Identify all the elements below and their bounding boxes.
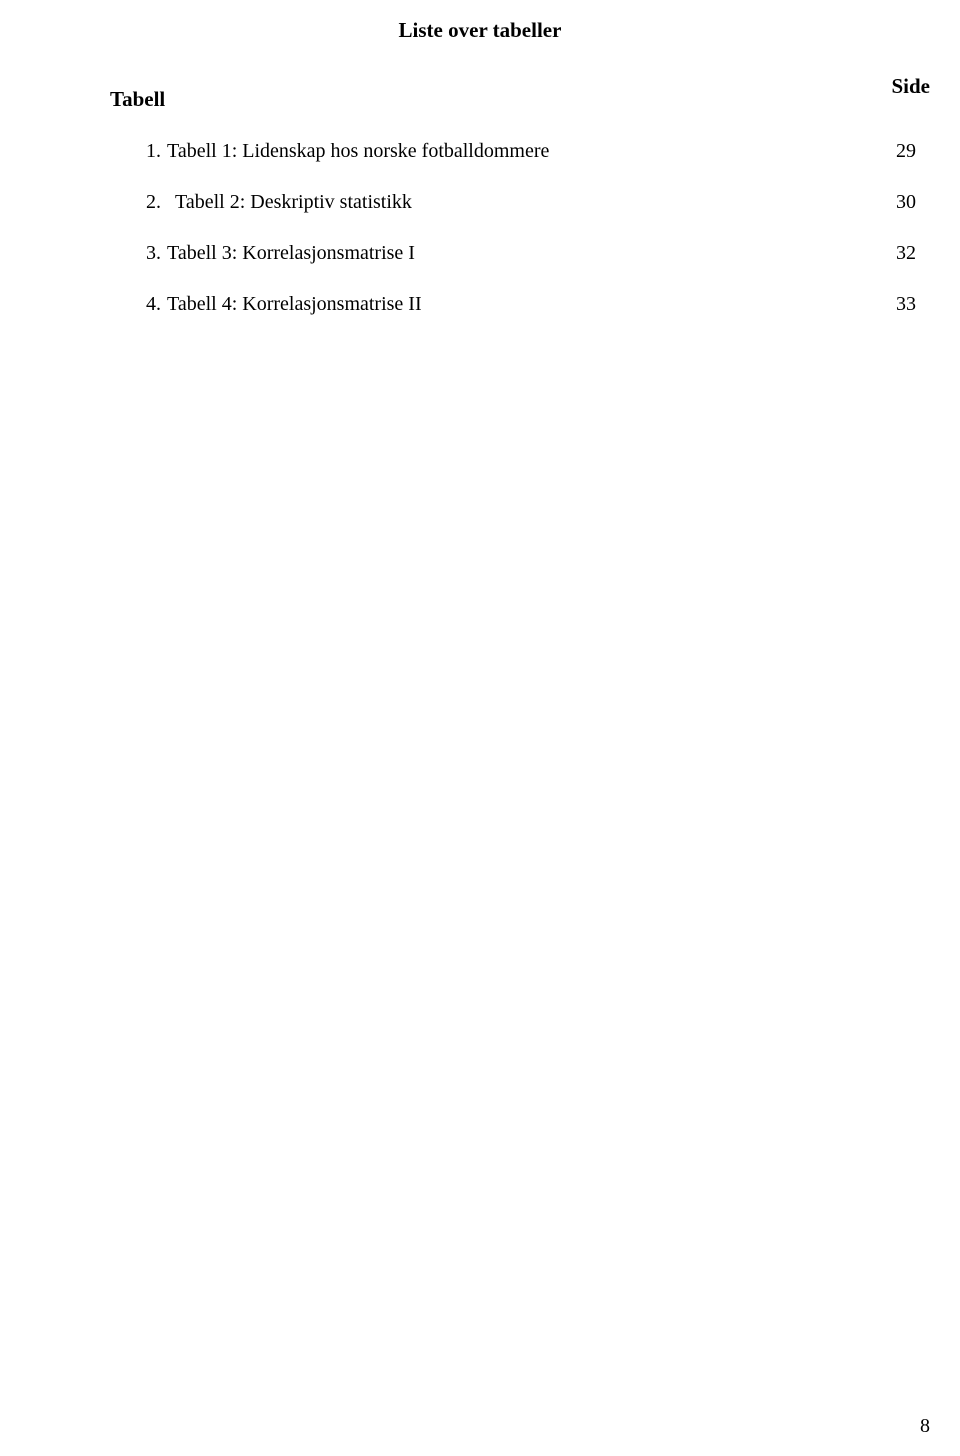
toc-entry-number: 1. [146, 140, 161, 163]
toc-entry: 2. Tabell 2: Deskriptiv statistikk 30 [110, 191, 920, 214]
toc-entry-number: 2. [146, 191, 161, 214]
toc-entry-left: 4. Tabell 4: Korrelasjonsmatrise II [146, 293, 422, 316]
toc-entry: 4. Tabell 4: Korrelasjonsmatrise II 33 [110, 293, 920, 316]
toc-entry-left: 1. Tabell 1: Lidenskap hos norske fotbal… [146, 140, 549, 163]
toc-entry-text: Tabell 3: Korrelasjonsmatrise I [167, 242, 415, 265]
page-title: Liste over tabeller [40, 18, 920, 43]
side-column-header: Side [891, 74, 930, 99]
toc-entry: 3. Tabell 3: Korrelasjonsmatrise I 32 [110, 242, 920, 265]
toc-entry: 1. Tabell 1: Lidenskap hos norske fotbal… [110, 140, 920, 163]
toc-entry-text: Tabell 4: Korrelasjonsmatrise II [167, 293, 422, 316]
toc-entry-page: 29 [896, 140, 916, 163]
toc-entry-page: 32 [896, 242, 916, 265]
page-container: Liste over tabeller Side Tabell 1. Tabel… [0, 0, 960, 1456]
toc-entry-text: Tabell 2: Deskriptiv statistikk [175, 191, 412, 214]
tabell-column-header: Tabell [110, 87, 920, 112]
toc-entry-number: 4. [146, 293, 161, 316]
toc-entry-page: 30 [896, 191, 916, 214]
toc-entry-left: 2. Tabell 2: Deskriptiv statistikk [146, 191, 412, 214]
toc-entry-number: 3. [146, 242, 161, 265]
toc-entry-left: 3. Tabell 3: Korrelasjonsmatrise I [146, 242, 415, 265]
toc-entry-text: Tabell 1: Lidenskap hos norske fotballdo… [167, 140, 549, 163]
page-number: 8 [920, 1415, 930, 1438]
toc-entry-page: 33 [896, 293, 916, 316]
